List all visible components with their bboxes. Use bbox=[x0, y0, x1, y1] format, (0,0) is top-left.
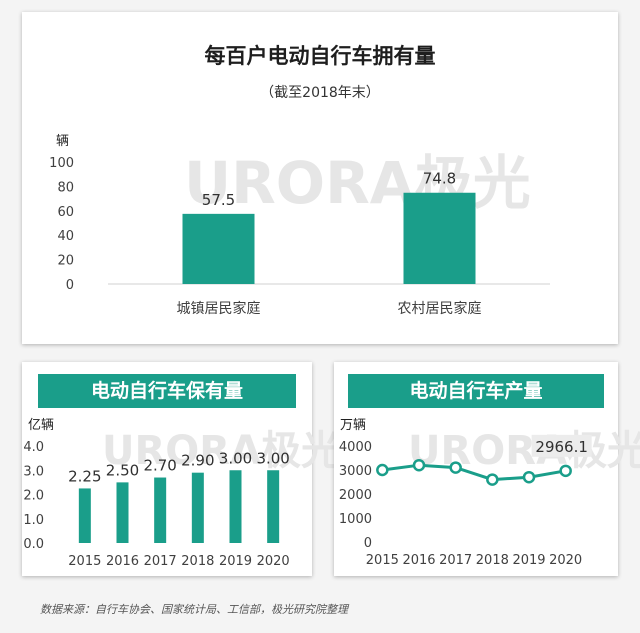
x-category-label: 2019 bbox=[512, 553, 545, 568]
top-chart-svg: URORA极光 辆 0 20 40 60 80 100 57.5 城镇居民家庭 74.8 农村居民… bbox=[49, 134, 550, 317]
chart-title: 每百户电动自行车拥有量 bbox=[204, 44, 436, 68]
bar-value-label: 3.00 bbox=[219, 449, 252, 467]
y-tick-label: 2.0 bbox=[23, 489, 44, 504]
x-category-label: 2017 bbox=[144, 554, 177, 569]
data-point bbox=[486, 473, 499, 486]
bar bbox=[116, 482, 129, 543]
y-tick-label: 0.0 bbox=[23, 537, 44, 552]
data-point bbox=[522, 470, 536, 484]
bar-value-label: 3.00 bbox=[256, 449, 289, 467]
y-axis-unit: 亿辆 bbox=[28, 418, 54, 433]
data-point bbox=[412, 458, 426, 472]
y-tick-label: 40 bbox=[57, 229, 74, 244]
data-value-label: 2966.1 bbox=[535, 438, 588, 456]
y-axis-unit: 辆 bbox=[56, 134, 69, 149]
y-tick-label: 2000 bbox=[339, 488, 372, 503]
y-tick-label: 0 bbox=[364, 536, 372, 551]
right-chart-card: 电动自行车产量 URORA极光 万辆 0 1000 2000 3000 4000 2015… bbox=[334, 362, 640, 576]
y-tick-label: 0 bbox=[66, 278, 74, 293]
y-tick-label: 4.0 bbox=[23, 440, 44, 455]
y-tick-label: 60 bbox=[57, 205, 74, 220]
bar-value-label: 2.50 bbox=[106, 461, 139, 479]
y-axis-unit: 万辆 bbox=[340, 418, 366, 433]
x-category-label: 2020 bbox=[549, 553, 582, 568]
bar bbox=[191, 472, 204, 543]
bar-value-label: 57.5 bbox=[202, 191, 235, 209]
bar bbox=[267, 470, 280, 543]
x-category-label: 2019 bbox=[219, 554, 252, 569]
bar-value-label: 2.90 bbox=[181, 452, 214, 470]
watermark-text: URORA极光 bbox=[102, 428, 341, 474]
source-footnote: 数据来源：自行车协会、国家统计局、工信部，极光研究院整理 bbox=[40, 603, 348, 616]
y-tick-label: 100 bbox=[49, 156, 74, 171]
x-category-label: 城镇居民家庭 bbox=[177, 300, 261, 317]
top-chart-card: URORA极光 辆 0 20 40 60 80 100 57.5 城镇居民家庭 74.8 农村居民… bbox=[22, 12, 618, 344]
y-tick-label: 4000 bbox=[339, 440, 372, 455]
bar-value-label: 74.8 bbox=[423, 170, 456, 188]
y-tick-label: 3.0 bbox=[23, 464, 44, 479]
x-category-label: 2017 bbox=[439, 553, 472, 568]
watermark-text: URORA极光 bbox=[184, 149, 531, 217]
bar-value-label: 2.25 bbox=[68, 467, 101, 485]
x-category-label: 农村居民家庭 bbox=[398, 300, 482, 317]
y-tick-label: 20 bbox=[57, 254, 74, 269]
left-chart-card: 电动自行车保有量 URORA极光 亿辆 0.0 1.0 2.0 3.0 4.0 2.25 2… bbox=[22, 362, 341, 576]
y-tick-label: 80 bbox=[57, 180, 74, 195]
y-tick-label: 3000 bbox=[339, 464, 372, 479]
x-category-label: 2015 bbox=[366, 553, 399, 568]
x-category-label: 2016 bbox=[402, 553, 435, 568]
bar bbox=[229, 470, 242, 543]
left-chart-banner: 电动自行车保有量 bbox=[38, 374, 296, 408]
x-category-label: 2015 bbox=[68, 554, 101, 569]
bar bbox=[403, 192, 476, 284]
bar bbox=[182, 213, 255, 284]
bar bbox=[78, 488, 91, 543]
x-category-label: 2018 bbox=[181, 554, 214, 569]
value-label-box bbox=[531, 434, 592, 457]
data-point bbox=[449, 461, 462, 474]
chart-subtitle: （截至2018年末） bbox=[260, 85, 380, 101]
y-tick-label: 1.0 bbox=[23, 513, 44, 528]
bar bbox=[154, 477, 167, 543]
left-chart-svg: URORA极光 亿辆 0.0 1.0 2.0 3.0 4.0 2.25 2015 2.50 20… bbox=[23, 418, 341, 569]
right-chart-banner: 电动自行车产量 bbox=[348, 374, 604, 408]
x-category-label: 2020 bbox=[257, 554, 290, 569]
data-point bbox=[559, 464, 572, 478]
x-category-label: 2018 bbox=[476, 553, 509, 568]
x-category-label: 2016 bbox=[106, 554, 139, 569]
bar-value-label: 2.70 bbox=[143, 457, 176, 475]
data-point bbox=[376, 463, 389, 477]
y-tick-label: 1000 bbox=[339, 512, 372, 527]
